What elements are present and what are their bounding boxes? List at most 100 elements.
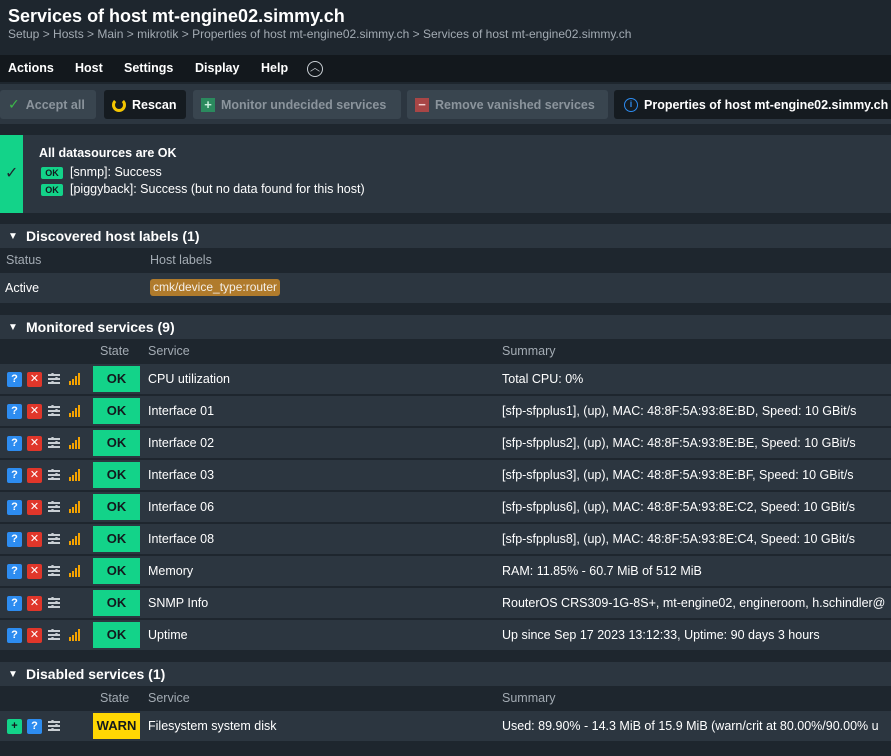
help-icon[interactable]: ? (7, 628, 22, 643)
parameters-icon[interactable] (47, 468, 62, 483)
help-icon[interactable]: ? (7, 500, 22, 515)
breadcrumb[interactable]: Setup > Hosts > Main > mikrotik > Proper… (8, 27, 632, 41)
parameters-icon[interactable] (47, 372, 62, 387)
disabled-services-header[interactable]: ▼ Disabled services (1) (0, 662, 891, 686)
parameters-icon[interactable] (47, 596, 62, 611)
disable-service-icon[interactable]: ✕ (27, 468, 42, 483)
service-summary: [sfp-sfpplus1], (up), MAC: 48:8F:5A:93:8… (502, 404, 857, 418)
host-labels-header[interactable]: ▼ Discovered host labels (1) (0, 224, 891, 248)
state-badge: OK (93, 366, 140, 392)
help-icon[interactable]: ? (7, 596, 22, 611)
disable-service-icon[interactable]: ✕ (27, 436, 42, 451)
rescan-button[interactable]: Rescan (104, 90, 186, 119)
disable-service-icon[interactable]: ✕ (27, 532, 42, 547)
service-summary: [sfp-sfpplus8], (up), MAC: 48:8F:5A:93:8… (502, 532, 855, 546)
minus-icon: − (415, 97, 429, 112)
graph-icon[interactable] (67, 372, 82, 387)
label-status: Active (5, 281, 40, 295)
status-line-piggyback: [piggyback]: Success (but no data found … (70, 182, 365, 196)
service-name: SNMP Info (148, 596, 209, 610)
service-name: Interface 08 (148, 532, 215, 546)
help-icon[interactable]: ? (7, 564, 22, 579)
service-summary: RouterOS CRS309-1G-8S+, mt-engine02, eng… (502, 596, 886, 610)
disable-service-icon[interactable]: ✕ (27, 596, 42, 611)
graph-icon[interactable] (67, 564, 82, 579)
parameters-icon[interactable] (47, 719, 62, 734)
host-label-chip[interactable]: cmk/device_type:router (150, 279, 281, 296)
graph-icon[interactable] (67, 628, 82, 643)
menu-actions[interactable]: Actions (8, 61, 54, 75)
state-badge: OK (93, 430, 140, 456)
monitor-undecided-label: Monitor undecided services (221, 97, 387, 112)
disable-service-icon[interactable]: ✕ (27, 564, 42, 579)
service-row: ? ✕ OK Uptime Up since Sep 17 2023 13:12:33,… (0, 620, 891, 650)
disable-service-icon[interactable]: ✕ (27, 372, 42, 387)
parameters-icon[interactable] (47, 404, 62, 419)
column-summary: Summary (502, 691, 556, 705)
help-icon[interactable]: ? (7, 404, 22, 419)
service-summary: RAM: 11.85% - 60.7 MiB of 512 MiB (502, 564, 702, 578)
service-name: CPU utilization (148, 372, 230, 386)
graph-icon[interactable] (67, 404, 82, 419)
accept-all-button[interactable]: ✓ Accept all (0, 90, 96, 119)
service-row: ? ✕ OK Interface 08 [sfp-sfpplus8], (up), MA… (0, 524, 891, 554)
disable-service-icon[interactable]: ✕ (27, 404, 42, 419)
datasource-status: ✓ All datasources are OK OK [snmp]: Succ… (0, 135, 891, 213)
help-icon[interactable]: ? (7, 372, 22, 387)
column-service: Service (148, 344, 190, 358)
parameters-icon[interactable] (47, 532, 62, 547)
graph-icon[interactable] (67, 436, 82, 451)
parameters-icon[interactable] (47, 500, 62, 515)
parameters-icon[interactable] (47, 564, 62, 579)
service-name: Interface 03 (148, 468, 215, 482)
chevron-up-icon[interactable]: ︿ (307, 61, 323, 77)
parameters-icon[interactable] (47, 628, 62, 643)
menu-help[interactable]: Help (261, 61, 289, 75)
status-title: All datasources are OK (39, 146, 177, 160)
check-icon: ✓ (5, 165, 19, 182)
state-badge: OK (93, 590, 140, 616)
parameters-icon[interactable] (47, 436, 62, 451)
state-badge: OK (93, 462, 140, 488)
state-badge: OK (93, 558, 140, 584)
status-line-snmp: [snmp]: Success (70, 165, 162, 179)
service-row: ? ✕ OK Memory RAM: 11.85% - 60.7 MiB of 512 … (0, 556, 891, 586)
graph-icon[interactable] (67, 532, 82, 547)
state-badge: OK (93, 622, 140, 648)
service-row: ? ✕ OK Interface 01 [sfp-sfpplus1], (up), MA… (0, 396, 891, 426)
page-title: Services of host mt-engine02.simmy.ch (8, 6, 345, 26)
service-name: Interface 01 (148, 404, 215, 418)
service-name: Interface 02 (148, 436, 215, 450)
host-properties-button[interactable]: i Properties of host mt-engine02.simmy.c… (614, 90, 891, 119)
triangle-down-icon: ▼ (8, 322, 18, 333)
disable-service-icon[interactable]: ✕ (27, 500, 42, 515)
column-service: Service (148, 691, 190, 705)
check-icon: ✓ (8, 96, 20, 112)
monitor-undecided-button[interactable]: + Monitor undecided services (193, 90, 401, 119)
help-icon[interactable]: ? (7, 436, 22, 451)
menu-host[interactable]: Host (75, 61, 103, 75)
remove-vanished-label: Remove vanished services (435, 97, 595, 112)
ok-badge: OK (41, 167, 63, 179)
service-summary: [sfp-sfpplus2], (up), MAC: 48:8F:5A:93:8… (502, 436, 856, 450)
service-name: Filesystem system disk (148, 719, 277, 733)
disable-service-icon[interactable]: ✕ (27, 628, 42, 643)
state-badge: OK (93, 526, 140, 552)
triangle-down-icon: ▼ (8, 231, 18, 242)
state-badge: OK (93, 494, 140, 520)
service-summary: Used: 89.90% - 14.3 MiB of 15.9 MiB (war… (502, 719, 879, 733)
service-name: Memory (148, 564, 194, 578)
menu-display[interactable]: Display (195, 61, 240, 75)
triangle-down-icon: ▼ (8, 669, 18, 680)
column-status: Status (6, 253, 42, 267)
menu-settings[interactable]: Settings (124, 61, 174, 75)
monitored-services-header[interactable]: ▼ Monitored services (9) (0, 315, 891, 339)
graph-icon[interactable] (67, 468, 82, 483)
graph-icon[interactable] (67, 500, 82, 515)
help-icon[interactable]: ? (7, 532, 22, 547)
plus-icon: + (201, 97, 215, 112)
help-icon[interactable]: ? (7, 468, 22, 483)
remove-vanished-button[interactable]: − Remove vanished services (407, 90, 608, 119)
help-icon[interactable]: ? (27, 719, 42, 734)
monitor-service-icon[interactable]: + (7, 719, 22, 734)
